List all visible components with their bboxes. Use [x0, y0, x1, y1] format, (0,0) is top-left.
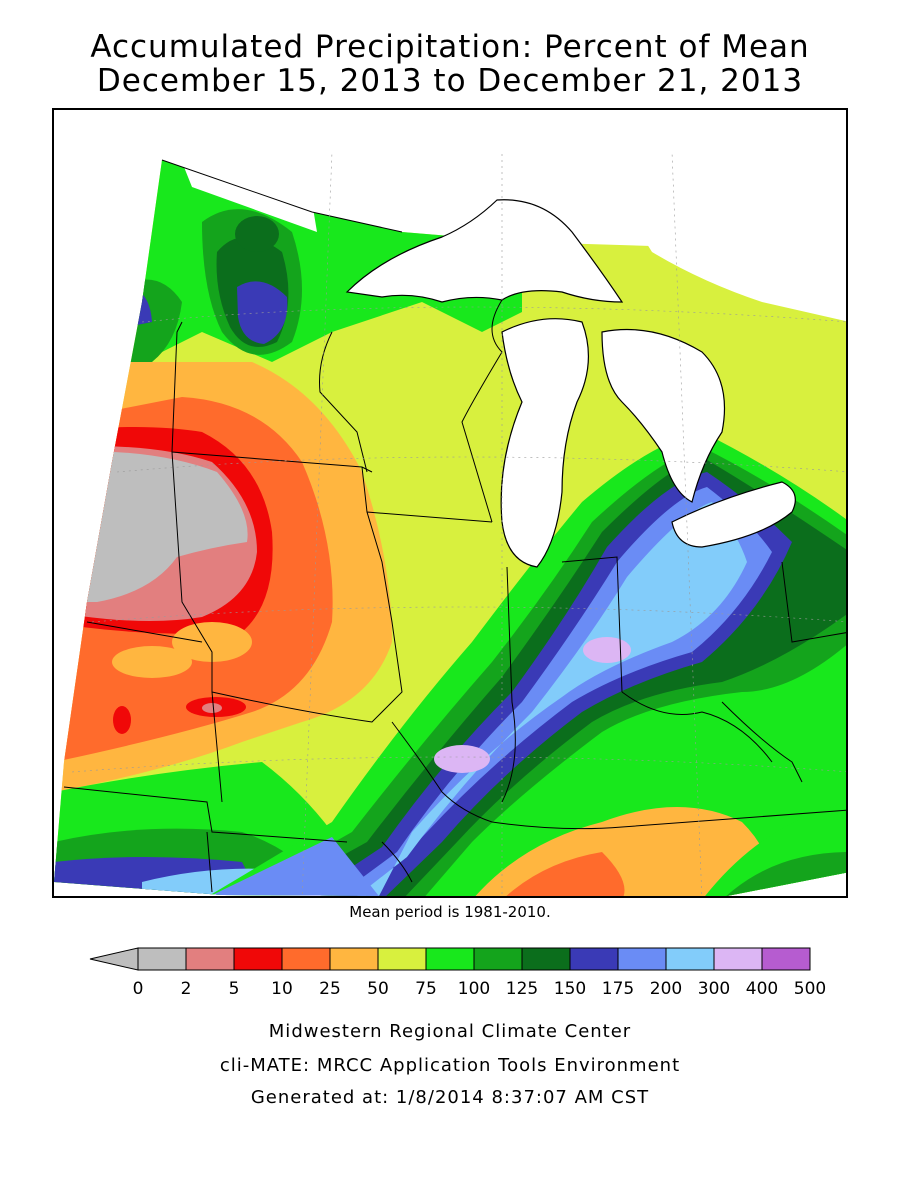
legend-swatch — [713, 947, 763, 971]
legend-tick-label: 125 — [506, 979, 538, 999]
footer-tool: cli-MATE: MRCC Application Tools Environ… — [219, 1055, 681, 1076]
legend-swatch — [569, 947, 619, 971]
legend-tick-label: 75 — [415, 979, 437, 999]
map-date-range: December 15, 2013 to December 21, 2013 — [96, 63, 804, 99]
legend-arrow — [89, 947, 139, 971]
legend-tick-label: 0 — [133, 979, 144, 999]
legend-tick-label: 300 — [698, 979, 730, 999]
legend-tick-label: 100 — [458, 979, 490, 999]
footer-generated: Generated at: 1/8/2014 8:37:07 AM CST — [250, 1087, 650, 1108]
legend-swatch — [137, 947, 187, 971]
legend-tick-label: 175 — [602, 979, 634, 999]
legend-tick-label: 10 — [271, 979, 293, 999]
legend-swatch — [281, 947, 331, 971]
legend-tick-label: 50 — [367, 979, 389, 999]
lake-erie — [671, 481, 796, 548]
legend-swatch — [617, 947, 667, 971]
legend-swatch — [329, 947, 379, 971]
legend-swatch — [761, 947, 811, 971]
legend-swatch — [521, 947, 571, 971]
legend-tick-label: 500 — [794, 979, 826, 999]
legend-tick-label: 2 — [181, 979, 192, 999]
lake-huron — [601, 328, 726, 503]
legend-tick-label: 25 — [319, 979, 341, 999]
footer-org: Midwestern Regional Climate Center — [268, 1021, 632, 1042]
legend-tick-label: 200 — [650, 979, 682, 999]
great-lakes — [182, 162, 846, 568]
graticule — [71, 151, 846, 896]
map-title: Accumulated Precipitation: Percent of Me… — [90, 29, 810, 65]
lake-superior — [345, 199, 624, 303]
precipitation-map — [52, 108, 848, 898]
legend-tick-label: 150 — [554, 979, 586, 999]
legend-swatch — [665, 947, 715, 971]
legend-swatch — [425, 947, 475, 971]
legend-swatch — [473, 947, 523, 971]
mean-period-note: Mean period is 1981-2010. — [349, 903, 551, 921]
legend-swatch — [377, 947, 427, 971]
legend-swatch — [185, 947, 235, 971]
legend-swatch — [233, 947, 283, 971]
canada-north — [602, 172, 846, 322]
legend-tick-label: 400 — [746, 979, 778, 999]
lake-michigan — [500, 318, 589, 568]
color-legend: 0 2 5 10 25 50 75 100 125 150 175 200 300 400 500 — [0, 940, 900, 1000]
legend-tick-label: 5 — [229, 979, 240, 999]
